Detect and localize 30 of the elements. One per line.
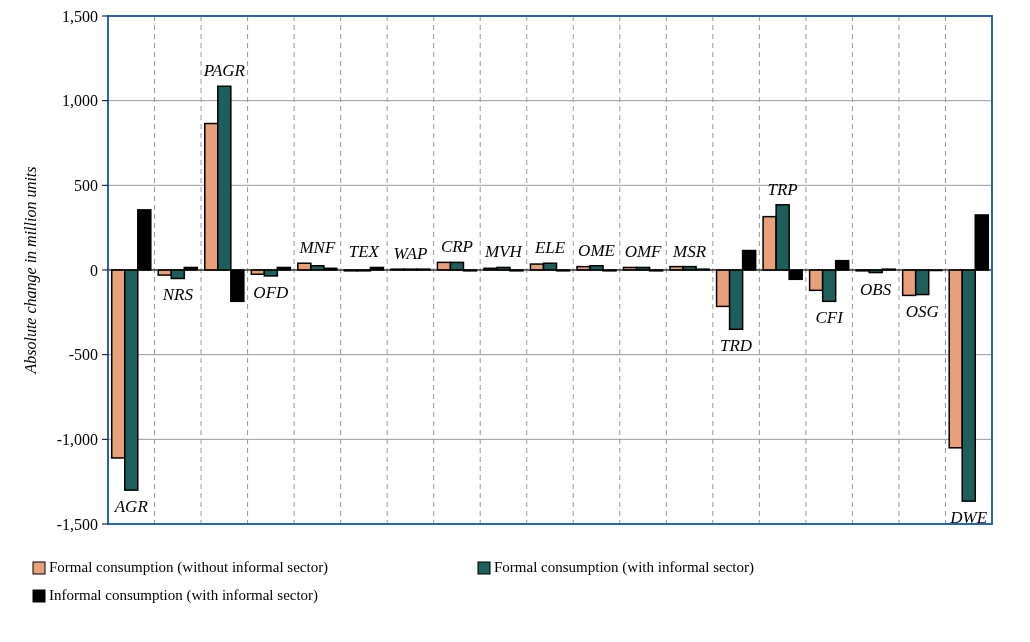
- y-tick-label: 1,000: [62, 92, 98, 110]
- x-tick-label: OFD: [253, 282, 290, 302]
- x-tick-label: CRP: [440, 237, 473, 257]
- x-tick-label: OMF: [624, 242, 663, 262]
- x-tick-label: MSR: [672, 241, 707, 261]
- legend-label: Informal consumption (with informal sector): [49, 587, 319, 604]
- y-tick-label: -1,000: [56, 430, 98, 448]
- y-tick-label: 500: [74, 176, 98, 194]
- x-tick-label: ELE: [533, 238, 566, 258]
- x-tick-label: MVH: [484, 242, 524, 262]
- x-tick-label: CFI: [815, 308, 845, 328]
- y-axis-title: Absolute change in million units: [22, 166, 40, 375]
- x-tick-label: NRS: [161, 285, 194, 305]
- legend-label: Formal consumption (without informal sector): [49, 559, 329, 576]
- y-tick-label: 0: [90, 261, 98, 279]
- x-tick-label: PAGR: [202, 61, 246, 81]
- x-tick-label: DWE: [949, 508, 988, 528]
- y-tick-label: 1,500: [62, 7, 98, 25]
- x-tick-label: MNF: [298, 238, 336, 258]
- x-tick-label: TEX: [348, 242, 380, 262]
- x-tick-label: TRP: [767, 179, 798, 199]
- x-tick-label: WAP: [393, 244, 428, 264]
- legend-label: Formal consumption (with informal sector): [494, 559, 754, 576]
- y-tick-label: -1,500: [56, 515, 98, 533]
- y-tick-label: -500: [68, 346, 98, 364]
- x-tick-label: OME: [578, 240, 616, 260]
- x-tick-label: OSG: [905, 302, 939, 322]
- x-tick-label: AGR: [113, 497, 149, 517]
- x-tick-label: TRD: [720, 336, 753, 356]
- x-tick-label: OBS: [860, 279, 892, 299]
